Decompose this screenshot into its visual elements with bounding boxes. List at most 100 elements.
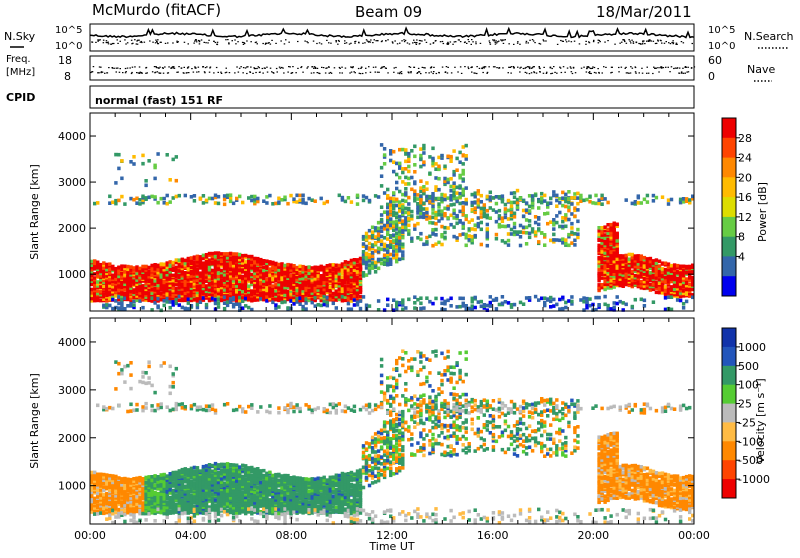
range-gate-cell — [452, 209, 455, 213]
range-gate-cell — [344, 269, 347, 273]
range-gate-cell — [434, 242, 437, 246]
range-gate-cell — [452, 170, 455, 174]
range-gate-cell — [458, 151, 461, 155]
noise-search-point — [199, 43, 201, 44]
range-gate-cell — [600, 226, 603, 230]
range-gate-cell — [452, 185, 455, 189]
noise-search-point — [638, 43, 640, 44]
range-gate-cell — [513, 195, 516, 199]
range-gate-cell — [217, 305, 220, 309]
range-gate-cell — [111, 274, 114, 278]
nave-point — [445, 71, 447, 72]
noise-search-point — [579, 43, 581, 44]
range-gate-cell — [389, 253, 392, 257]
range-gate-cell — [368, 235, 371, 239]
freq-point — [240, 66, 242, 67]
range-gate-cell — [667, 295, 670, 299]
range-gate-cell — [507, 239, 510, 243]
nave-point — [658, 71, 660, 72]
range-gate-cell — [108, 304, 111, 308]
range-gate-cell — [102, 489, 105, 493]
noise-search-point — [489, 40, 491, 41]
range-gate-cell — [679, 274, 682, 278]
range-gate-cell — [661, 267, 664, 271]
freq-point — [380, 68, 382, 69]
range-gate-cell — [350, 262, 353, 266]
freq-point — [682, 68, 684, 69]
range-gate-cell — [99, 263, 102, 267]
range-gate-cell — [141, 306, 144, 310]
range-gate-cell — [286, 290, 289, 294]
range-gate-cell — [120, 195, 123, 199]
range-gate-cell — [600, 276, 603, 280]
power-heatmap — [90, 143, 694, 312]
range-gate-cell — [326, 301, 329, 305]
range-gate-cell — [129, 265, 132, 269]
range-gate-cell — [419, 186, 422, 190]
nave-point — [116, 71, 118, 72]
range-gate-cell — [389, 197, 392, 201]
noise-search-point — [629, 41, 631, 42]
range-gate-cell — [609, 223, 612, 227]
noise-search-point — [370, 39, 372, 40]
range-gate-cell — [431, 216, 434, 220]
freq-point — [202, 66, 204, 67]
noise-search-point — [316, 43, 318, 44]
nave-point — [204, 71, 206, 72]
range-gate-cell — [471, 300, 474, 304]
range-gate-cell — [298, 296, 301, 300]
range-gate-cell — [522, 209, 525, 213]
range-gate-cell — [380, 205, 383, 209]
range-gate-cell — [676, 283, 679, 287]
range-gate-cell — [413, 306, 416, 310]
range-gate-cell — [489, 304, 492, 308]
range-gate-cell — [292, 269, 295, 273]
nave-point — [546, 73, 548, 74]
range-gate-cell — [434, 185, 437, 189]
range-gate-cell — [513, 230, 516, 234]
range-gate-cell — [585, 297, 588, 301]
range-gate-cell — [250, 289, 253, 293]
range-gate-cell — [365, 252, 368, 256]
noise-search-point — [568, 41, 570, 42]
range-gate-cell — [522, 226, 525, 230]
noise-search-point — [604, 42, 606, 43]
range-gate-cell — [425, 240, 428, 244]
range-gate-cell — [528, 194, 531, 198]
range-gate-cell — [513, 212, 516, 216]
range-gate-cell — [455, 186, 458, 190]
freq-point — [158, 68, 160, 69]
range-gate-cell — [323, 303, 326, 307]
range-gate-cell — [178, 283, 181, 287]
range-gate-cell — [537, 298, 540, 302]
range-gate-cell — [416, 193, 419, 197]
range-gate-cell — [295, 300, 298, 304]
range-gate-cell — [169, 200, 172, 204]
range-gate-cell — [440, 243, 443, 247]
range-gate-cell — [398, 200, 401, 204]
noise-search-point — [204, 42, 206, 43]
range-gate-cell — [537, 240, 540, 244]
range-gate-cell — [114, 482, 117, 486]
range-gate-cell — [474, 228, 477, 232]
range-gate-cell — [446, 226, 449, 230]
range-gate-cell — [108, 517, 111, 521]
range-gate-cell — [513, 191, 516, 195]
range-gate-cell — [292, 281, 295, 285]
range-gate-cell — [238, 253, 241, 257]
noise-search-point — [394, 40, 396, 41]
range-gate-cell — [416, 209, 419, 213]
range-gate-cell — [223, 296, 226, 300]
range-gate-cell — [365, 232, 368, 236]
nave-tick-top: 60 — [708, 54, 722, 67]
range-gate-cell — [374, 194, 377, 198]
range-gate-cell — [422, 160, 425, 164]
range-gate-cell — [443, 236, 446, 240]
nave-point — [539, 71, 541, 72]
range-gate-cell — [147, 196, 150, 200]
noise-search-point — [517, 43, 519, 44]
range-gate-cell — [600, 194, 603, 198]
range-gate-cell — [419, 238, 422, 242]
noise-search-point — [265, 44, 267, 45]
range-gate-cell — [416, 202, 419, 206]
